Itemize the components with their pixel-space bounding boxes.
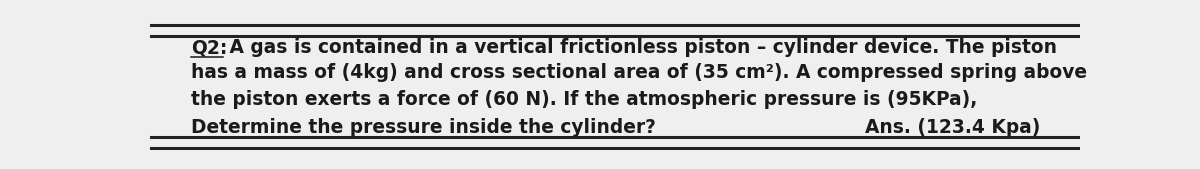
Text: Determine the pressure inside the cylinder?: Determine the pressure inside the cylind… (191, 118, 655, 137)
Text: Ans. (123.4 Kpa): Ans. (123.4 Kpa) (865, 118, 1040, 137)
Text: A gas is contained in a vertical frictionless piston – cylinder device. The pist: A gas is contained in a vertical frictio… (222, 38, 1056, 57)
Text: Q2:: Q2: (191, 38, 227, 57)
Text: has a mass of (4kg) and cross sectional area of (35 cm²). A compressed spring ab: has a mass of (4kg) and cross sectional … (191, 64, 1087, 82)
Text: the piston exerts a force of (60 N). If the atmospheric pressure is (95KPa),: the piston exerts a force of (60 N). If … (191, 90, 977, 108)
